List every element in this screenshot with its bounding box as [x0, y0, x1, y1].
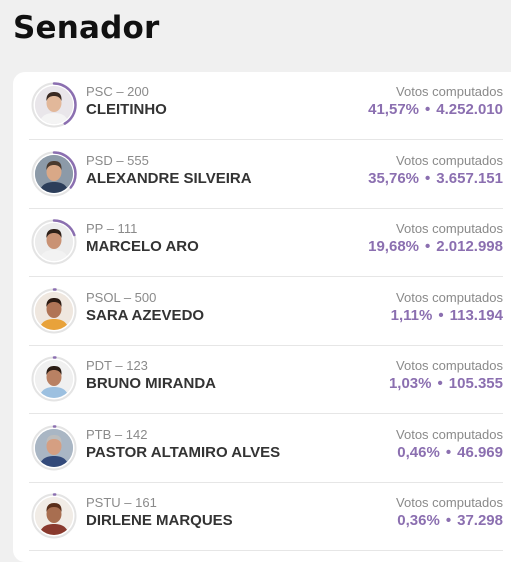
vote-result: 0,36% • 37.298 — [397, 512, 503, 529]
vote-count: 37.298 — [457, 512, 503, 529]
vote-percent: 19,68% — [368, 238, 419, 255]
votes-label: Votos computados — [396, 152, 503, 168]
row-divider — [29, 413, 503, 414]
candidate-avatar — [31, 356, 77, 402]
portrait-icon — [35, 86, 73, 124]
vote-share-ring — [31, 219, 77, 265]
candidate-name: BRUNO MIRANDA — [86, 375, 216, 392]
portrait-icon — [35, 154, 73, 193]
votes-label: Votos computados — [396, 358, 503, 373]
candidate-row[interactable]: PSOL – 500 SARA AZEVEDO Votos computados 1,… — [13, 278, 503, 346]
candidate-row[interactable]: PTB – 142 PASTOR ALTAMIRO ALVES Votos comp… — [13, 415, 503, 483]
votes-label: Votos computados — [396, 289, 503, 305]
candidate-row[interactable]: PSD – 555 ALEXANDRE SILVEIRA Votos computa… — [13, 141, 503, 209]
vote-share-ring — [31, 82, 77, 128]
candidate-name: MARCELO ARO — [86, 238, 199, 255]
party-number: PSTU – 161 — [86, 495, 157, 510]
party-number: PDT – 123 — [86, 358, 148, 373]
vote-count: 2.012.998 — [436, 238, 503, 255]
vote-result: 41,57% • 4.252.010 — [368, 101, 503, 118]
separator-dot: • — [445, 443, 452, 461]
party-number: PTB – 142 — [86, 426, 148, 442]
portrait-icon — [35, 223, 73, 261]
votes-label: Votos computados — [396, 495, 503, 510]
vote-share-ring — [31, 356, 77, 402]
vote-percent: 0,46% — [397, 443, 440, 461]
separator-dot: • — [425, 101, 431, 118]
votes-label: Votos computados — [396, 84, 503, 99]
vote-count: 46.969 — [457, 443, 503, 461]
separator-dot: • — [425, 169, 431, 187]
candidate-name: CLEITINHO — [86, 101, 167, 118]
vote-count: 3.657.151 — [436, 169, 503, 187]
row-divider — [29, 139, 503, 140]
portrait-icon — [35, 497, 73, 535]
candidate-name: DIRLENE MARQUES — [86, 512, 233, 529]
separator-dot: • — [445, 512, 452, 529]
candidate-name: ALEXANDRE SILVEIRA — [86, 169, 252, 187]
vote-share-ring — [31, 150, 77, 197]
row-divider — [29, 550, 503, 551]
candidate-row[interactable]: PP – 111 MARCELO ARO Votos computados 19,68… — [13, 209, 503, 277]
portrait-icon — [35, 291, 73, 330]
separator-dot: • — [425, 238, 431, 255]
votes-label: Votos computados — [396, 221, 503, 236]
row-divider — [29, 207, 503, 209]
candidate-avatar — [31, 82, 77, 128]
vote-percent: 35,76% — [368, 169, 419, 187]
party-number: PSD – 555 — [86, 152, 149, 168]
vote-percent: 1,11% — [390, 306, 433, 324]
separator-dot: • — [438, 306, 444, 324]
vote-share-ring — [31, 493, 77, 539]
party-number: PSC – 200 — [86, 84, 149, 99]
candidate-row[interactable]: PSC – 200 CLEITINHO Votos computados 41,57%… — [13, 72, 503, 140]
vote-result: 19,68% • 2.012.998 — [368, 238, 503, 255]
candidate-avatar — [31, 287, 77, 334]
vote-percent: 1,03% — [388, 375, 432, 392]
vote-count: 105.355 — [448, 375, 503, 392]
page-title: Senador — [13, 10, 160, 46]
row-divider — [29, 481, 503, 483]
separator-dot: • — [437, 375, 443, 392]
vote-result: 35,76% • 3.657.151 — [368, 170, 503, 187]
vote-share-ring — [31, 287, 77, 334]
candidate-avatar — [31, 424, 77, 471]
party-number: PSOL – 500 — [86, 289, 157, 305]
candidate-avatar — [31, 493, 77, 539]
vote-result: 1,11% • 113.194 — [391, 307, 503, 324]
party-number: PP – 111 — [86, 221, 138, 236]
vote-percent: 0,36% — [397, 512, 440, 529]
vote-result: 1,03% • 105.355 — [389, 375, 503, 392]
vote-share-ring — [31, 424, 77, 471]
portrait-icon — [35, 428, 73, 467]
row-divider — [29, 344, 503, 346]
candidate-row[interactable]: PDT – 123 BRUNO MIRANDA Votos computados 1,… — [13, 346, 503, 414]
results-card: PSC – 200 CLEITINHO Votos computados 41,57%… — [13, 72, 511, 562]
vote-count: 113.194 — [449, 306, 503, 324]
votes-label: Votos computados — [396, 426, 503, 442]
vote-count: 4.252.010 — [436, 101, 503, 118]
candidate-name: PASTOR ALTAMIRO ALVES — [86, 443, 281, 461]
candidate-row[interactable]: PSTU – 161 DIRLENE MARQUES Votos computado… — [13, 483, 503, 551]
candidate-name: SARA AZEVEDO — [86, 306, 205, 324]
vote-percent: 41,57% — [368, 101, 419, 118]
candidate-avatar — [31, 219, 77, 265]
row-divider — [29, 276, 503, 277]
vote-result: 0,46% • 46.969 — [397, 444, 503, 461]
candidate-avatar — [31, 150, 77, 197]
portrait-icon — [35, 360, 73, 398]
